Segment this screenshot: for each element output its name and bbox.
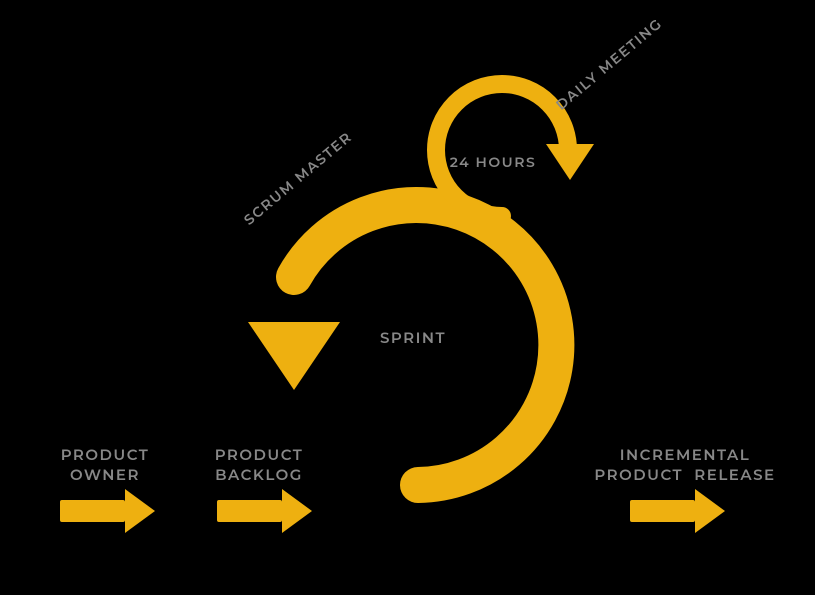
label-sprint: SPRINT [378,328,448,348]
arrow-incremental [630,489,725,533]
label-incremental: INCREMENTAL PRODUCT RELEASE [590,445,780,486]
scrum-diagram: PRODUCT OWNER PRODUCT BACKLOG SPRINT 24 … [0,0,815,595]
label-product-backlog: PRODUCT BACKLOG [214,445,304,486]
arrow-product-backlog [217,489,312,533]
label-product-owner: PRODUCT OWNER [60,445,150,486]
label-24-hours: 24 HOURS [438,153,548,172]
arrow-product-owner [60,489,155,533]
diagram-svg [0,0,815,595]
